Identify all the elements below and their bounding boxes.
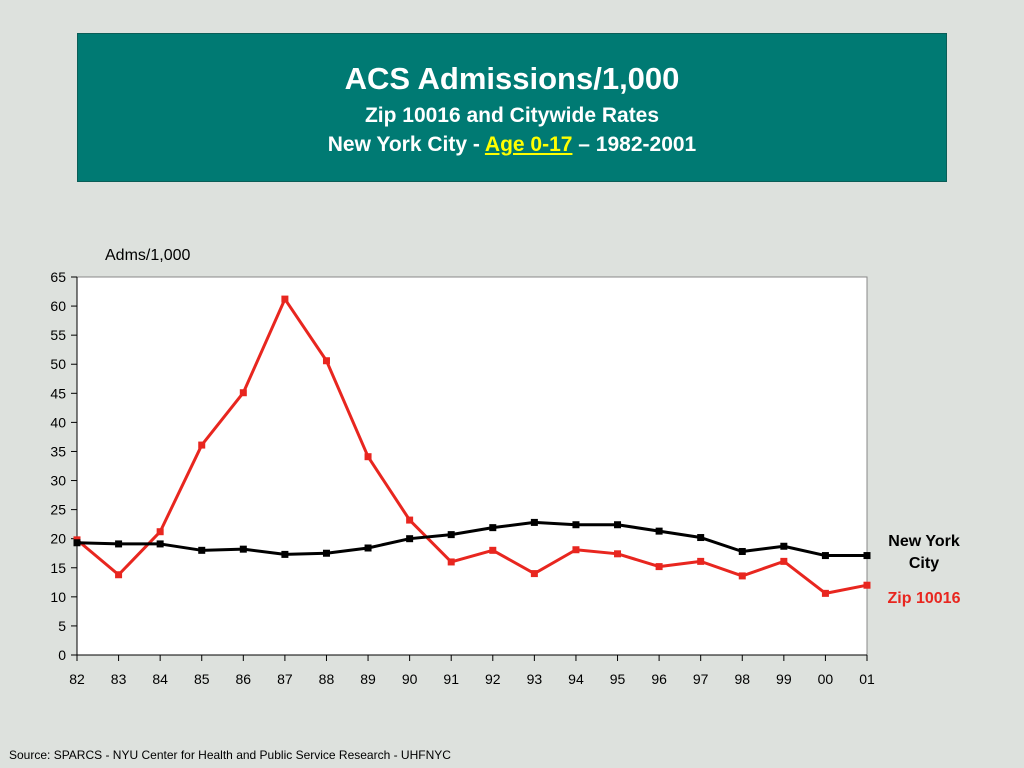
- data-point-zip-10016: [780, 557, 788, 565]
- data-point-zip-10016: [738, 572, 746, 580]
- data-point-zip-10016: [115, 571, 123, 579]
- x-tick-label: 96: [651, 671, 667, 687]
- data-point-new-york-city: [322, 549, 330, 557]
- data-point-zip-10016: [406, 516, 414, 524]
- data-point-new-york-city: [447, 531, 455, 539]
- x-tick-label: 01: [859, 671, 875, 687]
- y-tick-label: 5: [58, 618, 66, 634]
- x-tick-label: 87: [277, 671, 293, 687]
- data-point-zip-10016: [156, 528, 164, 536]
- subtitle-suffix: – 1982-2001: [572, 133, 697, 156]
- chart-subtitle: Zip 10016 and Citywide Rates: [364, 104, 660, 127]
- data-point-new-york-city: [697, 534, 705, 542]
- data-point-new-york-city: [406, 535, 414, 543]
- y-tick-label: 50: [50, 356, 66, 372]
- data-point-zip-10016: [572, 546, 580, 554]
- x-tick-label: 97: [693, 671, 709, 687]
- y-tick-label: 40: [50, 414, 66, 430]
- x-tick-label: 00: [818, 671, 834, 687]
- data-point-new-york-city: [115, 540, 123, 548]
- x-tick-label: 92: [485, 671, 501, 687]
- data-point-new-york-city: [364, 544, 372, 552]
- data-point-zip-10016: [364, 453, 372, 461]
- x-tick-label: 86: [236, 671, 252, 687]
- series-line-zip-10016: [76, 297, 868, 595]
- y-tick-label: 30: [50, 473, 66, 489]
- x-tick-label: 83: [111, 671, 127, 687]
- data-point-zip-10016: [198, 441, 206, 449]
- x-tick-label: 95: [610, 671, 626, 687]
- series-line-new-york-city: [76, 520, 867, 558]
- data-point-new-york-city: [489, 524, 497, 532]
- data-point-new-york-city: [530, 518, 538, 526]
- data-point-zip-10016: [489, 546, 497, 554]
- y-tick-label: 0: [58, 647, 66, 663]
- x-tick-label: 94: [568, 671, 584, 687]
- legend-zip-10016: Zip 10016: [887, 590, 961, 607]
- x-tick-label: 88: [319, 671, 335, 687]
- x-tick-label: 89: [360, 671, 376, 687]
- source-note: Source: SPARCS - NYU Center for Health a…: [9, 748, 451, 762]
- x-tick-label: 91: [443, 671, 459, 687]
- data-point-zip-10016: [530, 570, 538, 578]
- y-tick-label: 45: [50, 385, 66, 401]
- data-point-new-york-city: [239, 545, 247, 553]
- data-point-zip-10016: [239, 389, 247, 397]
- plot-area: [76, 276, 868, 656]
- x-tick-label: 99: [776, 671, 792, 687]
- data-point-zip-10016: [863, 581, 871, 589]
- data-point-new-york-city: [655, 527, 663, 535]
- data-point-zip-10016: [697, 557, 705, 565]
- data-point-zip-10016: [655, 563, 663, 571]
- data-point-zip-10016: [821, 589, 829, 597]
- data-point-new-york-city: [73, 539, 81, 547]
- data-point-new-york-city: [863, 552, 871, 560]
- subtitle-prefix: New York City -: [327, 133, 485, 156]
- data-point-zip-10016: [447, 558, 455, 566]
- y-tick-label: 20: [50, 531, 66, 547]
- legend-new-york-city: New York City: [888, 533, 960, 572]
- y-axis-label: Adms/1,000: [105, 247, 191, 264]
- data-point-new-york-city: [281, 550, 289, 558]
- y-tick-label: 65: [50, 269, 66, 285]
- x-tick-label: 93: [527, 671, 543, 687]
- data-point-new-york-city: [614, 521, 622, 529]
- data-point-zip-10016: [281, 295, 289, 303]
- data-point-new-york-city: [738, 547, 746, 555]
- data-point-new-york-city: [198, 546, 206, 554]
- data-point-new-york-city: [156, 540, 164, 548]
- data-point-zip-10016: [614, 550, 622, 558]
- x-tick-label: 82: [69, 671, 85, 687]
- x-tick-label: 90: [402, 671, 418, 687]
- chart-title: ACS Admissions/1,000: [344, 61, 680, 96]
- data-point-new-york-city: [572, 521, 580, 529]
- data-point-new-york-city: [780, 542, 788, 550]
- y-tick-label: 15: [50, 560, 66, 576]
- x-tick-label: 84: [152, 671, 168, 687]
- y-tick-label: 60: [50, 298, 66, 314]
- title-box: ACS Admissions/1,000 Zip 10016 and Cityw…: [77, 33, 947, 182]
- x-tick-label: 98: [734, 671, 750, 687]
- x-tick-label: 85: [194, 671, 210, 687]
- y-tick-label: 55: [50, 327, 66, 343]
- data-point-zip-10016: [322, 357, 330, 365]
- chart-subtitle-2: New York City - Age 0-17 – 1982-2001: [78, 132, 946, 157]
- y-tick-label: 35: [50, 443, 66, 459]
- data-point-new-york-city: [821, 552, 829, 560]
- y-tick-label: 25: [50, 502, 66, 518]
- age-group-highlight: Age 0-17: [484, 133, 573, 156]
- y-tick-label: 10: [50, 589, 66, 605]
